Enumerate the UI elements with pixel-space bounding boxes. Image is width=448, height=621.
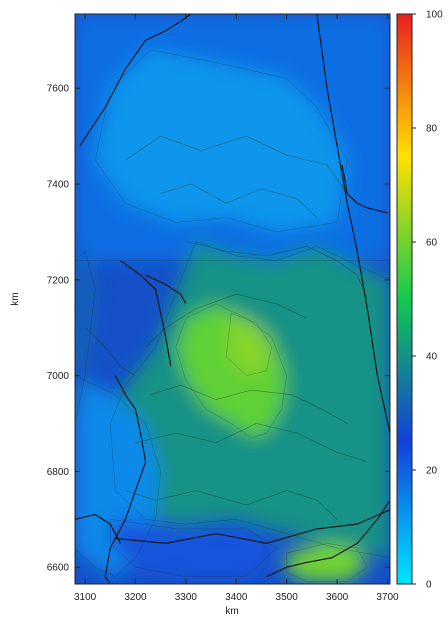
contour-lines (75, 14, 390, 582)
y-axis: 6600 6800 7000 7200 7400 7600 (47, 84, 390, 574)
y-tick-label-7600: 7600 (47, 84, 70, 95)
field-region-7 (286, 543, 368, 582)
contour-line-3 (125, 490, 338, 520)
x-axis: 3100 3200 3300 3400 3500 3600 3700 (74, 14, 399, 603)
field-contour-8 (75, 250, 96, 424)
field-region-8 (75, 251, 96, 424)
field-contour-6 (110, 519, 278, 578)
x-tick-label-3500: 3500 (276, 592, 299, 603)
colorbar-tick-label-60: 60 (426, 238, 438, 249)
contour-line-1 (160, 183, 318, 218)
y-tick-label-6800: 6800 (47, 467, 70, 478)
contour-line-4 (135, 423, 368, 463)
border-line-6 (316, 14, 390, 434)
x-tick-label-3200: 3200 (124, 592, 147, 603)
x-tick-label-3700: 3700 (376, 592, 399, 603)
y-tick-label-7400: 7400 (47, 180, 70, 191)
x-tick-label-3600: 3600 (326, 592, 349, 603)
x-tick-label-3100: 3100 (74, 592, 97, 603)
x-axis-title: km (225, 606, 238, 617)
colorbar-scale (396, 13, 413, 585)
border-line-5 (266, 499, 390, 578)
contour-line-2 (185, 241, 368, 300)
border-line-1 (120, 260, 172, 367)
field-contour-3 (175, 303, 287, 439)
colorbar-tick-label-100: 100 (426, 10, 443, 21)
field-contour-5 (75, 375, 161, 578)
x-tick-label-3400: 3400 (225, 592, 248, 603)
contour-line-7 (84, 327, 136, 376)
contour-line-6 (150, 384, 348, 424)
heatmap-plot-area: 3100 3200 3300 3400 3500 3600 3700 6600 6800 700… (10, 13, 399, 617)
field-contour-4 (225, 313, 272, 376)
heatmap-field (75, 14, 390, 582)
border-line-2 (145, 274, 187, 305)
x-tick-label-3300: 3300 (175, 592, 198, 603)
colorbar-tick-label-80: 80 (426, 124, 438, 135)
colorbar-tick-label-20: 20 (426, 466, 438, 477)
colorbar: 0 20 40 60 80 100 (396, 10, 443, 591)
y-tick-label-7200: 7200 (47, 275, 70, 286)
field-contour-2 (110, 241, 390, 558)
field-region-6 (110, 519, 277, 577)
border-line-8 (75, 513, 121, 544)
field-contour-0 (75, 14, 390, 261)
border-line-7 (341, 164, 388, 214)
field-region-4 (226, 313, 272, 376)
y-tick-label-7000: 7000 (47, 371, 70, 382)
border-line-4 (115, 509, 390, 544)
contour-line-0 (125, 135, 348, 194)
contour-line-5 (145, 293, 307, 348)
colorbar-tick-label-40: 40 (426, 352, 438, 363)
border-line-0 (79, 14, 196, 147)
plot-frame (74, 13, 391, 585)
field-contour-1 (94, 49, 348, 233)
colorbar-tick-label-0: 0 (426, 580, 432, 591)
field-contour-7 (286, 543, 368, 582)
colorbar-ticks: 0 20 40 60 80 100 (412, 10, 443, 591)
y-tick-label-6600: 6600 (47, 563, 70, 574)
field-region-1 (95, 49, 348, 232)
border-line-3 (104, 375, 147, 584)
border-lines (75, 14, 390, 584)
y-axis-title: km (10, 292, 21, 305)
